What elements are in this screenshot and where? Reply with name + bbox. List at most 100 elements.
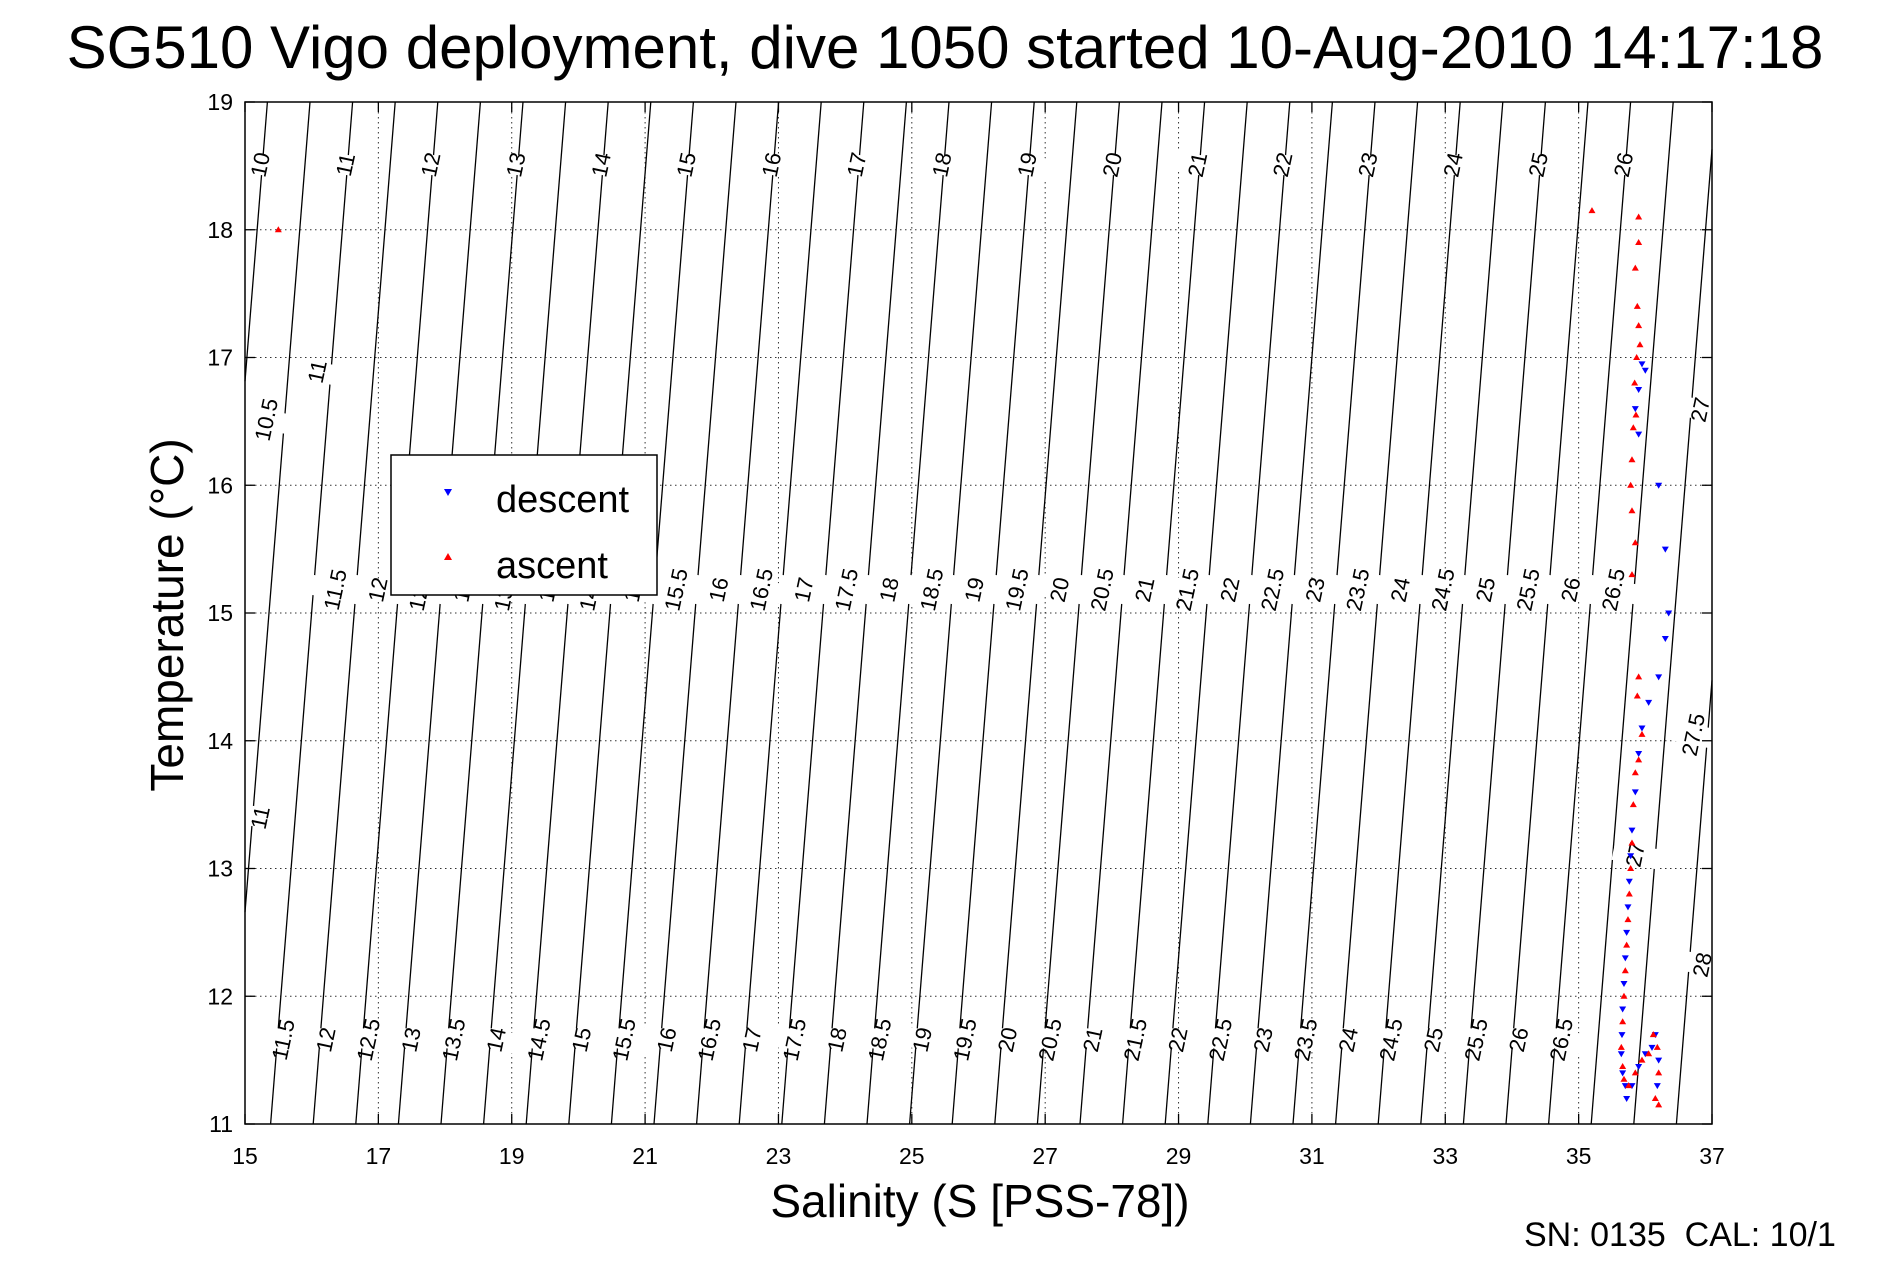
- contour-label-top: 18: [927, 150, 957, 179]
- density-contour-line: [1164, 101, 1248, 1125]
- contour-label-left-bg: [242, 405, 294, 435]
- contour-label-top-bg: [1427, 149, 1483, 181]
- density-contour-line: [482, 101, 567, 1125]
- contour-label-top-bg: [404, 149, 460, 181]
- descent-point: [1620, 980, 1628, 987]
- contour-label-mid: 24.5: [1426, 566, 1459, 613]
- descent-point: [1621, 955, 1629, 962]
- density-contour-line: [1377, 101, 1461, 1125]
- contour-label-right: 27.5: [1677, 711, 1710, 758]
- contour-label-bottom: 16.5: [693, 1016, 726, 1063]
- descent-point: [1623, 929, 1631, 936]
- contour-label-bottom: 26: [1504, 1025, 1534, 1054]
- ascent-point: [1638, 1056, 1646, 1063]
- x-tick-label: 27: [1032, 1143, 1058, 1169]
- contour-label-mid-bg: [1544, 574, 1600, 606]
- contour-label-mid: 19.5: [1000, 566, 1033, 613]
- descent-point: [1619, 1070, 1627, 1077]
- descent-point: [1635, 431, 1643, 438]
- calibration-footer: SN: 0135 CAL: 10/1: [1524, 1216, 1836, 1254]
- y-tick-label: 19: [207, 89, 233, 115]
- contour-label-top: 12: [416, 150, 446, 179]
- contour-label-top-bg: [916, 149, 972, 181]
- contour-label-top-bg: [1512, 149, 1568, 181]
- contour-label-top-bg: [319, 149, 375, 181]
- ascent-point: [1635, 213, 1643, 220]
- density-contour-line: [525, 101, 609, 1125]
- contour-label-bottom: 19: [908, 1025, 938, 1054]
- contour-label-top-bg: [660, 149, 716, 181]
- density-contour-line: [781, 101, 865, 1125]
- density-contour-line: [244, 101, 269, 382]
- ascent-point: [1628, 839, 1636, 846]
- contour-label-top: 11: [331, 151, 360, 179]
- contour-label-bottom-bg: [1194, 1024, 1250, 1056]
- legend-box: [390, 454, 658, 596]
- contour-label-mid-bg: [352, 574, 408, 606]
- descent-point: [1619, 1006, 1627, 1013]
- descent-point: [1648, 1044, 1656, 1051]
- descent-point: [1661, 636, 1669, 643]
- contour-label-mid-bg: [1076, 574, 1132, 606]
- contour-label-mid-bg: [1331, 574, 1387, 606]
- ascent-point: [1633, 302, 1641, 309]
- descent-point: [1655, 674, 1663, 681]
- contour-label-top-bg: [490, 149, 546, 181]
- contour-label-bottom-bg: [768, 1024, 824, 1056]
- density-contour-line: [1249, 101, 1334, 1125]
- contour-label-top-bg: [1342, 149, 1398, 181]
- contour-label-top: 10: [246, 150, 276, 179]
- contour-label-top-bg: [1001, 149, 1057, 181]
- density-contour-line: [908, 101, 993, 1125]
- contour-label-bottom-bg: [598, 1024, 654, 1056]
- contour-label-mid: 23.5: [1341, 566, 1374, 613]
- ascent-point: [1632, 411, 1640, 418]
- contour-label-bottom-bg: [1322, 1024, 1378, 1056]
- descent-point: [1623, 1095, 1631, 1102]
- contour-label-left: 11: [303, 358, 332, 386]
- contour-label-mid-bg: [905, 574, 961, 606]
- contour-label-right-bg: [1611, 840, 1663, 870]
- contour-label-bottom-bg: [470, 1024, 526, 1056]
- descent-point: [1661, 546, 1669, 553]
- contour-label-mid: 17: [789, 575, 819, 604]
- ascent-point: [1633, 692, 1641, 699]
- contour-label-right-bg: [1678, 950, 1730, 980]
- contour-label-top-bg: [1086, 149, 1142, 181]
- contour-label-mid: 15.5: [659, 566, 692, 613]
- density-contour-line: [695, 101, 780, 1125]
- y-tick-label: 14: [207, 728, 233, 754]
- contour-label-bottom: 12.5: [352, 1016, 385, 1063]
- contour-label-mid-bg: [650, 574, 706, 606]
- contour-label-bottom: 21: [1078, 1025, 1108, 1054]
- ascent-point: [1625, 890, 1633, 897]
- contour-label-bottom-bg: [555, 1024, 611, 1056]
- contour-label-bottom-bg: [1109, 1024, 1165, 1056]
- contour-label-bottom: 21.5: [1119, 1016, 1152, 1063]
- ascent-point: [1649, 1031, 1657, 1038]
- x-tick-label: 15: [232, 1143, 258, 1169]
- contour-label-top-bg: [745, 149, 801, 181]
- x-tick-label: 19: [499, 1143, 525, 1169]
- contour-label-mid: 18: [874, 575, 904, 604]
- density-contour-line: [1462, 101, 1547, 1125]
- contour-label-bottom-bg: [1535, 1024, 1591, 1056]
- contour-label-top-bg: [830, 149, 886, 181]
- density-contour-line: [866, 101, 950, 1125]
- contour-label-top-bg: [1171, 149, 1227, 181]
- contour-label-bottom: 25: [1419, 1025, 1449, 1054]
- descent-point: [1638, 725, 1646, 732]
- y-tick-label: 17: [207, 345, 233, 371]
- contour-label-mid-bg: [309, 574, 365, 606]
- descent-point: [1645, 699, 1653, 706]
- contour-label-left-bg: [236, 803, 288, 833]
- ascent-point: [1631, 539, 1639, 546]
- contour-label-bottom: 11.5: [267, 1017, 300, 1062]
- contour-label-bottom-bg: [939, 1024, 995, 1056]
- density-contour-line: [951, 101, 1035, 1125]
- contour-label-bottom: 13.5: [437, 1016, 470, 1063]
- ascent-point: [1628, 507, 1636, 514]
- descent-point: [1621, 1083, 1629, 1090]
- ascent-point: [1619, 1063, 1627, 1070]
- ascent-point: [1631, 1069, 1639, 1076]
